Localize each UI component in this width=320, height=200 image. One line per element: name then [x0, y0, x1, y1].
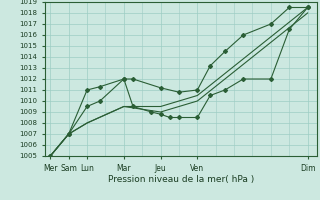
X-axis label: Pression niveau de la mer( hPa ): Pression niveau de la mer( hPa ) — [108, 175, 254, 184]
